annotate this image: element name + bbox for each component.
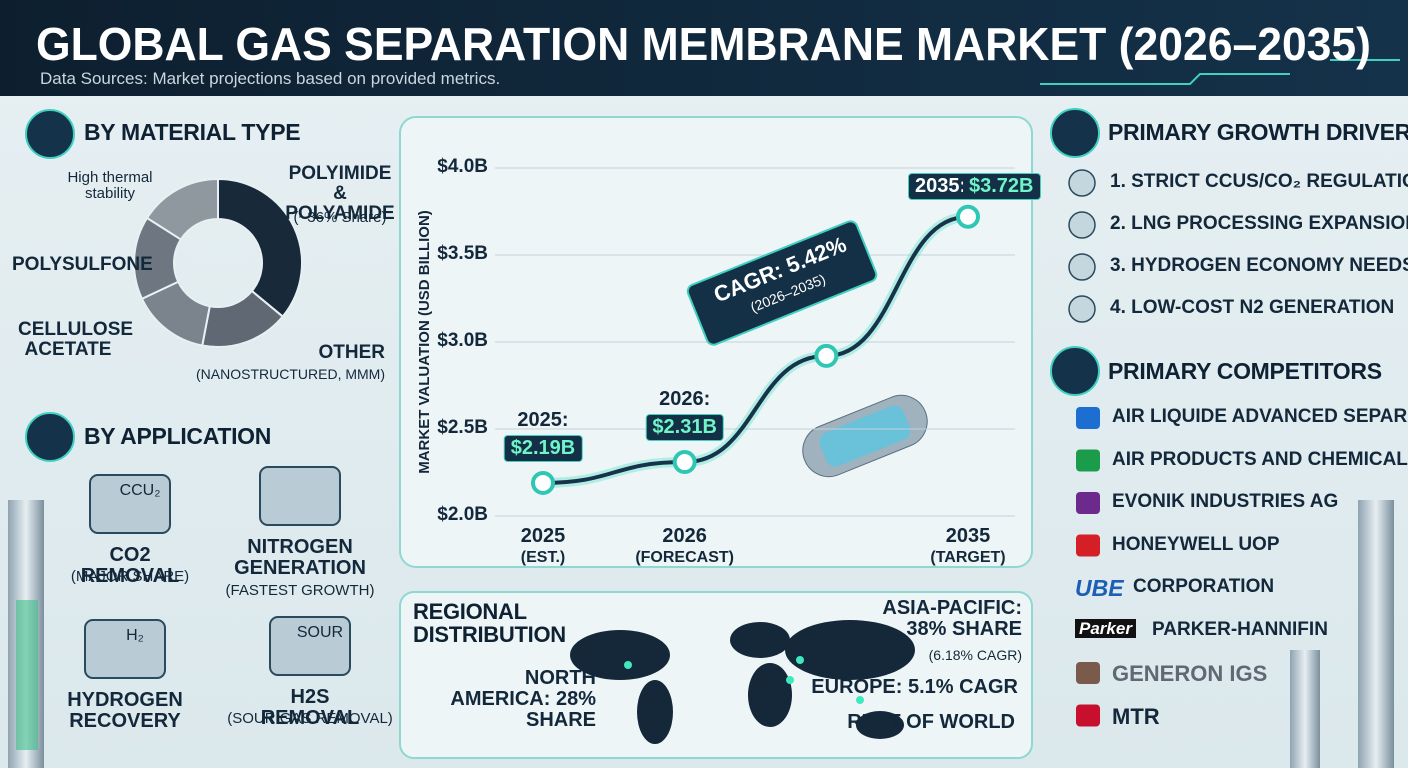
y-tick-label: $4.0B <box>437 156 488 177</box>
value-label: $2.19B <box>503 434 583 462</box>
data-point <box>531 470 555 495</box>
app-icon <box>259 466 341 526</box>
driver-icon <box>1068 211 1096 239</box>
section-title: BY MATERIAL TYPE <box>84 119 301 145</box>
x-tick-label: 2026 <box>662 525 707 547</box>
y-axis-label: MARKET VALUATION (USD BILLION) <box>416 210 434 474</box>
membrane-illustration <box>802 394 928 478</box>
logo-mark <box>1076 449 1100 472</box>
y-tick-label: $3.0B <box>437 330 488 351</box>
app-icon-label: SOUR <box>296 624 344 641</box>
logo-text: UBE <box>1075 575 1124 601</box>
segment-label: High thermal stability <box>67 169 153 202</box>
section-title: PRIMARY COMPETITORS <box>1108 358 1382 384</box>
segment-label: OTHER <box>318 342 386 363</box>
section-title: BY APPLICATION <box>84 423 272 449</box>
point-label: 2025: <box>517 408 569 431</box>
donut-segment <box>217 177 303 318</box>
region-note: (6.18% CAGR) <box>928 647 1022 663</box>
app-name: CO2 REMOVAL <box>80 544 180 587</box>
region-marker <box>624 656 864 704</box>
app-name: NITROGEN GENERATION <box>234 536 366 579</box>
competitor-name: HONEYWELL UOP <box>1112 533 1280 555</box>
app-icon <box>89 474 171 534</box>
data-point <box>956 204 980 229</box>
competitor-name: AIR LIQUIDE ADVANCED SEPARATIONS <box>1112 406 1408 427</box>
segment-label: CELLULOSE ACETATE <box>18 319 134 360</box>
region-label: NORTH AMERICA: 28% SHARE <box>450 667 596 731</box>
donut-segment <box>145 177 219 241</box>
region-label: REST OF WORLD <box>847 711 1015 733</box>
x-tick-sublabel: (FORECAST) <box>635 549 734 566</box>
app-icon-label: H₂ <box>126 627 144 644</box>
driver-item: 2. LNG PROCESSING EXPANSION <box>1110 213 1408 234</box>
driver-item: 3. HYDROGEN ECONOMY NEEDS <box>1110 255 1408 276</box>
logo-mark <box>1076 704 1100 727</box>
section-icon <box>25 109 75 159</box>
logo-mark <box>1076 407 1100 429</box>
region-label: EUROPE: 5.1% CAGR <box>811 676 1018 698</box>
value-label: $2.31B <box>645 414 724 442</box>
title: GLOBAL GAS SEPARATION MEMBRANE MARKET (2… <box>36 18 1371 70</box>
logo-mark <box>1076 662 1100 684</box>
pipe <box>1290 650 1320 768</box>
logo-mark <box>1076 534 1100 557</box>
app-name: HYDROGEN RECOVERY <box>67 689 183 732</box>
x-tick-sublabel: (TARGET) <box>930 549 1006 566</box>
section-icon <box>1050 346 1100 396</box>
competitor-name: EVONIK INDUSTRIES AG <box>1112 491 1339 512</box>
y-tick-label: $3.5B <box>437 243 488 264</box>
point-label: 2035: <box>908 172 973 200</box>
app-icon-label: CCU₂ <box>119 482 161 499</box>
pipe-glow <box>16 600 38 750</box>
section-title: PRIMARY GROWTH DRIVERS <box>1108 119 1408 145</box>
segment-sublabel: (NANOSTRUCTURED, MMM) <box>196 366 385 382</box>
logo-mark <box>1076 492 1100 514</box>
competitor-name: CORPORATION <box>1133 576 1275 597</box>
subtitle: Data Sources: Market projections based o… <box>40 69 500 88</box>
pipe <box>1358 500 1394 768</box>
logo-text: Parker <box>1075 618 1136 639</box>
app-note: (SOUR GAS REMOVAL) <box>227 710 393 727</box>
driver-icon <box>1068 295 1096 323</box>
app-name: H2S REMOVAL <box>260 686 360 729</box>
value-label: $3.72B <box>963 172 1041 200</box>
x-tick-label: 2025 <box>520 525 566 547</box>
competitor-name: GENERON IGS <box>1112 661 1268 686</box>
circuit-line <box>1040 59 1400 85</box>
region-label: ASIA-PACIFIC: 38% SHARE <box>882 597 1022 640</box>
y-tick-label: $2.5B <box>437 417 488 438</box>
data-point <box>672 450 697 475</box>
header-band <box>0 0 1408 96</box>
app-icon <box>84 619 166 679</box>
driver-icon <box>1068 253 1096 281</box>
app-icon <box>269 616 351 676</box>
section-icon <box>1050 108 1100 158</box>
section-icon <box>25 412 75 462</box>
competitor-name: PARKER-HANNIFIN <box>1152 618 1328 640</box>
driver-item: 1. STRICT CCUS/CO₂ REGULATIONS <box>1110 171 1408 192</box>
segment-value-label: (~36% Share) <box>293 209 387 226</box>
y-tick-label: $2.0B <box>437 504 488 525</box>
data-point <box>814 343 839 368</box>
world-map <box>570 620 915 744</box>
app-note: (MAJOR SHARE) <box>70 568 190 585</box>
segment-label: POLYSULFONE <box>12 254 153 275</box>
competitor-name: AIR PRODUCTS AND CHEMICALS, INC. <box>1112 448 1408 470</box>
competitor-name: MTR <box>1112 703 1160 729</box>
section-title: REGIONAL DISTRIBUTION <box>413 599 566 648</box>
x-tick-label: 2035 <box>945 525 991 547</box>
segment-label: POLYIMIDE & POLYAMIDE <box>285 163 395 224</box>
driver-icon <box>1068 169 1096 197</box>
line <box>542 214 969 485</box>
x-tick-sublabel: (EST.) <box>520 549 566 566</box>
point-label: 2026: <box>659 388 711 411</box>
driver-item: 4. LOW-COST N2 GENERATION <box>1110 297 1395 318</box>
app-note: (FASTEST GROWTH) <box>225 582 375 599</box>
